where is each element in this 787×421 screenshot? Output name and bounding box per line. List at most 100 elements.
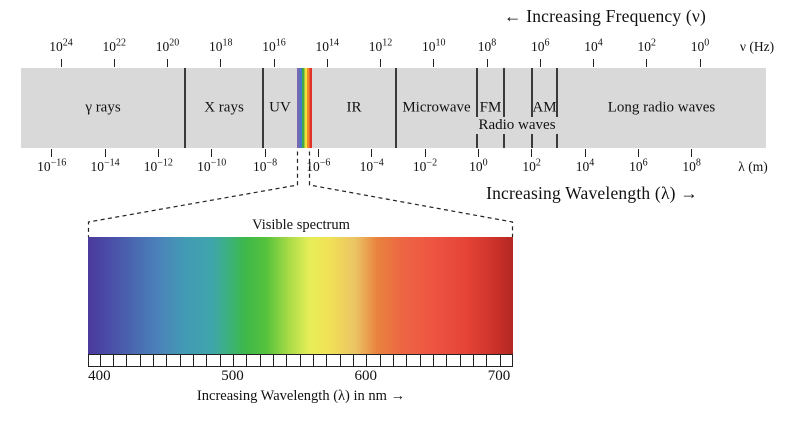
frequency-tick — [539, 59, 541, 67]
nm-minor-tick — [259, 355, 261, 366]
nm-minor-tick — [499, 355, 501, 366]
frequency-tick-label: 106 — [531, 37, 550, 54]
frequency-tick-label: 102 — [637, 37, 657, 54]
band-label-long-radio-waves: Long radio waves — [607, 99, 716, 116]
band-label-am: AM — [532, 99, 557, 116]
band-divider — [476, 68, 478, 148]
wavelength-tick — [477, 149, 479, 157]
frequency-tick — [273, 59, 275, 67]
nm-minor-tick — [326, 355, 328, 366]
frequency-tick — [433, 59, 435, 67]
nm-minor-tick — [366, 355, 368, 366]
wavelength-tick — [691, 149, 693, 157]
band-divider — [395, 68, 397, 148]
frequency-tick — [380, 59, 381, 67]
frequency-tick-label: 1014 — [315, 37, 340, 54]
nm-minor-tick — [299, 355, 301, 366]
nm-minor-tick — [233, 355, 235, 366]
nm-minor-tick — [486, 355, 488, 366]
wavelength-tick — [371, 149, 373, 157]
frequency-tick-label: 1020 — [155, 37, 180, 54]
wavelength-tick — [211, 149, 213, 157]
nm-minor-tick — [206, 355, 208, 366]
frequency-unit-label: ν (Hz) — [739, 39, 775, 54]
band-label-microwave: Microwave — [402, 99, 471, 116]
frequency-tick-label: 104 — [584, 37, 603, 54]
wavelength-tick-label: 10−8 — [252, 157, 278, 174]
em-band-bar: γ rays X rays UV IR Microwave FM AM Long radio … — [21, 68, 766, 148]
wavelength-tick-label: 100 — [469, 157, 488, 174]
nm-minor-tick — [419, 355, 421, 366]
frequency-tick-label: 1012 — [368, 37, 393, 54]
nm-minor-tick — [406, 355, 408, 366]
nm-minor-tick — [219, 355, 221, 366]
wavelength-tick-label: 10−10 — [197, 157, 227, 174]
nm-minor-tick — [459, 355, 461, 366]
band-divider — [184, 68, 186, 148]
band-divider — [531, 68, 533, 148]
band-label-fm: FM — [479, 99, 502, 116]
wavelength-tick-label: 106 — [629, 157, 648, 174]
frequency-tick — [646, 59, 648, 67]
frequency-tick — [167, 59, 168, 67]
frequency-tick — [113, 59, 115, 67]
frequency-tick-label: 108 — [477, 37, 497, 54]
frequency-tick — [593, 59, 594, 67]
wavelength-tick — [584, 149, 586, 157]
wavelength-tick-label: 10−14 — [90, 157, 120, 174]
wavelength-unit-label: λ (m) — [738, 159, 768, 174]
frequency-tick — [486, 59, 488, 67]
wavelength-tick-label: 104 — [575, 157, 595, 174]
radio-waves-sublabel: Radio waves — [475, 117, 559, 134]
nm-minor-tick — [139, 355, 141, 366]
wavelength-tick-label: 102 — [522, 157, 541, 174]
wavelength-tick-label: 10−6 — [306, 157, 331, 174]
nm-minor-tick — [113, 355, 115, 366]
nm-minor-tick — [193, 355, 195, 366]
nm-minor-tick — [379, 355, 381, 366]
frequency-tick-label: 1018 — [209, 37, 233, 54]
nm-minor-tick — [392, 355, 394, 366]
nm-minor-tick — [166, 355, 168, 366]
wavelength-tick-label: 10−4 — [359, 157, 384, 174]
band-divider — [556, 68, 558, 148]
wavelength-tick — [264, 149, 266, 157]
visible-light-strip — [297, 68, 312, 148]
wavelength-direction-label: Increasing Wavelength (λ) → — [486, 183, 698, 203]
band-label-gamma-rays: γ rays — [85, 99, 121, 116]
nm-minor-tick — [126, 355, 128, 366]
band-label-uv: UV — [269, 99, 291, 116]
visible-spectrum-label: Visible spectrum — [252, 217, 350, 233]
nm-ruler — [88, 354, 513, 367]
frequency-tick-label: 1010 — [422, 37, 446, 54]
nm-minor-tick — [273, 355, 275, 366]
nm-tick-label: 600 — [354, 368, 378, 384]
frequency-tick — [220, 59, 222, 67]
nm-minor-tick — [312, 355, 314, 366]
frequency-direction-label: ← Increasing Frequency (ν) — [503, 6, 707, 26]
wavelength-tick — [424, 149, 426, 157]
frequency-tick — [326, 59, 328, 67]
wavelength-tick-label: 10−12 — [143, 157, 173, 174]
nm-tick-label: 700 — [487, 368, 511, 384]
nm-minor-tick — [99, 355, 101, 366]
wavelength-tick — [637, 149, 639, 157]
nm-tick-label: 500 — [221, 368, 244, 384]
nm-minor-tick — [339, 355, 341, 366]
frequency-tick-label: 1022 — [102, 37, 127, 54]
wavelength-tick — [104, 149, 106, 157]
frequency-tick — [699, 59, 701, 67]
nm-minor-tick — [179, 355, 181, 366]
visible-spectrum-gradient — [88, 237, 513, 354]
nm-minor-tick — [286, 355, 288, 366]
wavelength-tick-label: 10−2 — [412, 157, 438, 174]
nm-minor-tick — [472, 355, 474, 366]
frequency-tick — [60, 59, 62, 67]
frequency-tick-label: 100 — [690, 37, 710, 54]
frequency-tick-label: 1024 — [49, 37, 73, 54]
nm-minor-tick — [446, 355, 448, 366]
band-label-x-rays: X rays — [204, 99, 244, 116]
frequency-tick-label: 1016 — [262, 37, 286, 54]
wavelength-tick-label: 108 — [682, 157, 701, 174]
